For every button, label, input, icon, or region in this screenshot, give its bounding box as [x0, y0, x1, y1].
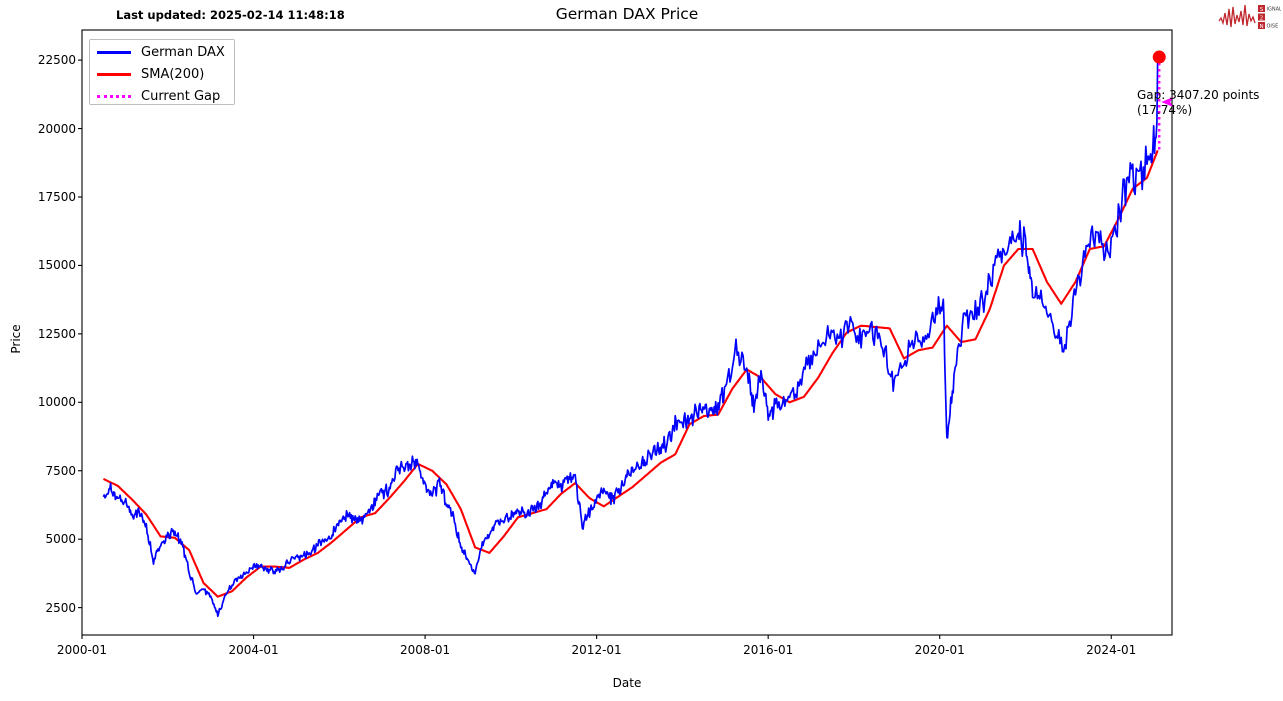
x-tick-label: 2024-01	[1086, 643, 1137, 657]
series-line-sma200	[103, 149, 1159, 598]
legend-swatch-german-dax	[97, 50, 131, 54]
legend-item-sma200: SMA(200)	[97, 63, 204, 85]
x-axis-label: Date	[612, 676, 642, 690]
series-line-german-dax	[102, 56, 1159, 618]
page-title: German DAX Price	[555, 5, 699, 23]
gap-annotation-arrow	[1161, 97, 1174, 107]
y-tick-label: 10000	[37, 395, 76, 410]
svg-text:S: S	[1260, 7, 1264, 13]
legend-swatch-sma200	[97, 72, 131, 76]
svg-text:N: N	[1259, 24, 1263, 30]
x-tick-label: 2008-01	[400, 643, 451, 657]
x-tick-label: 2000-01	[56, 643, 108, 657]
legend-label-german-dax: German DAX	[141, 44, 225, 60]
gap-annotation-line1: Gap: 3407.20 points	[1137, 88, 1260, 102]
x-tick-label: 2012-01	[571, 643, 622, 657]
y-tick-label: 7500	[45, 463, 76, 478]
y-axis-ticks: 2500 5000 7500 10000 12500 15000 17500 20000 225…	[0, 0, 76, 701]
axis-tick-marks	[78, 59, 1112, 639]
last-price-marker	[1152, 50, 1166, 64]
x-tick-label: 2020-01	[914, 643, 965, 657]
svg-text:2: 2	[1260, 15, 1264, 21]
chart-legend: German DAX SMA(200) Current Gap	[89, 39, 235, 105]
y-tick-label: 15000	[37, 258, 76, 273]
y-tick-label: 22500	[37, 53, 76, 68]
y-tick-label: 20000	[37, 121, 76, 136]
y-tick-label: 12500	[37, 326, 76, 341]
x-tick-label: 2016-01	[743, 643, 794, 657]
x-tick-label: 2004-01	[228, 643, 279, 657]
svg-text:OISE: OISE	[1267, 24, 1279, 30]
y-tick-label: 5000	[45, 532, 76, 547]
legend-label-sma200: SMA(200)	[141, 66, 205, 82]
last-updated-text: Last updated: 2025-02-14 11:48:18	[116, 8, 345, 22]
gap-annotation-line2: (17.74%)	[1137, 103, 1193, 117]
legend-label-current-gap: Current Gap	[141, 88, 221, 104]
svg-text:IGNAL: IGNAL	[1267, 7, 1282, 13]
legend-swatch-current-gap	[97, 94, 131, 98]
legend-item-current-gap: Current Gap	[97, 85, 220, 107]
legend-item-german-dax: German DAX	[97, 41, 225, 63]
signal-2-noise-logo: S IGNAL 2 N OISE	[1218, 4, 1282, 30]
y-tick-label: 17500	[37, 189, 76, 204]
axes-frame	[81, 29, 1173, 636]
gap-annotation-text: Gap: 3407.20 points (17.74%)	[1137, 88, 1259, 118]
y-tick-label: 2500	[45, 600, 76, 615]
